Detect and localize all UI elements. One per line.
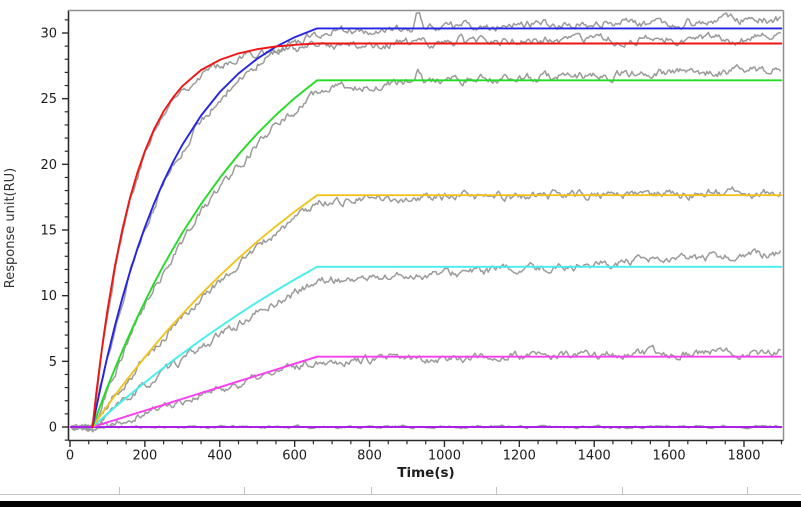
y-tick-label: 10 bbox=[40, 289, 57, 304]
y-tick-label: 30 bbox=[40, 27, 57, 42]
table-column-divider bbox=[244, 487, 245, 495]
spr-kinetics-figure: 0 200 400 600 800 1000 1200 1400 1600 1800 0 5 10 15 2… bbox=[3, 9, 785, 481]
table-column-divider bbox=[622, 487, 623, 495]
plot-layer: 0 200 400 600 800 1000 1200 1400 1600 1800 0 5 10 15 2… bbox=[40, 9, 785, 464]
data-trace-fit-yellow bbox=[71, 186, 782, 430]
window-bottom-border bbox=[0, 501, 801, 507]
data-trace-fit-blue bbox=[71, 11, 782, 433]
fit-cyan bbox=[91, 265, 783, 428]
fit-red bbox=[91, 42, 783, 428]
data-trace-fit-green bbox=[71, 64, 782, 431]
x-tick-label: 0 bbox=[66, 449, 74, 464]
x-tick-label: 1400 bbox=[578, 449, 611, 464]
cropped-table-top-edge bbox=[0, 487, 801, 495]
y-tick-label: 5 bbox=[49, 355, 57, 370]
y-tick-label: 0 bbox=[49, 421, 57, 436]
fit-green bbox=[91, 79, 783, 428]
table-column-divider bbox=[496, 487, 497, 495]
y-tick-label: 15 bbox=[40, 224, 57, 239]
x-tick-label: 200 bbox=[132, 449, 157, 464]
y-axis-title: Response unit(RU) bbox=[3, 168, 18, 288]
x-tick-label: 800 bbox=[357, 449, 382, 464]
y-tick-label: 20 bbox=[40, 158, 57, 173]
x-tick-label: 400 bbox=[207, 449, 232, 464]
fit-blue bbox=[91, 27, 783, 428]
table-column-divider bbox=[371, 487, 372, 495]
table-column-divider bbox=[747, 487, 748, 495]
table-column-divider bbox=[119, 487, 120, 495]
x-tick-label: 1800 bbox=[727, 449, 760, 464]
fit-magenta bbox=[91, 355, 783, 428]
data-trace-fit-magenta bbox=[71, 344, 782, 433]
x-tick-label: 600 bbox=[282, 449, 307, 464]
kinetics-chart: 0 200 400 600 800 1000 1200 1400 1600 1800 0 5 10 15 2… bbox=[3, 9, 785, 481]
x-tick-label: 1600 bbox=[653, 449, 686, 464]
x-axis-title: Time(s) bbox=[397, 465, 454, 481]
y-tick-label: 25 bbox=[40, 92, 57, 107]
x-tick-label: 1200 bbox=[503, 449, 536, 464]
table-top-border bbox=[0, 494, 801, 495]
x-tick-label: 1000 bbox=[428, 449, 461, 464]
fit-yellow bbox=[91, 194, 783, 428]
